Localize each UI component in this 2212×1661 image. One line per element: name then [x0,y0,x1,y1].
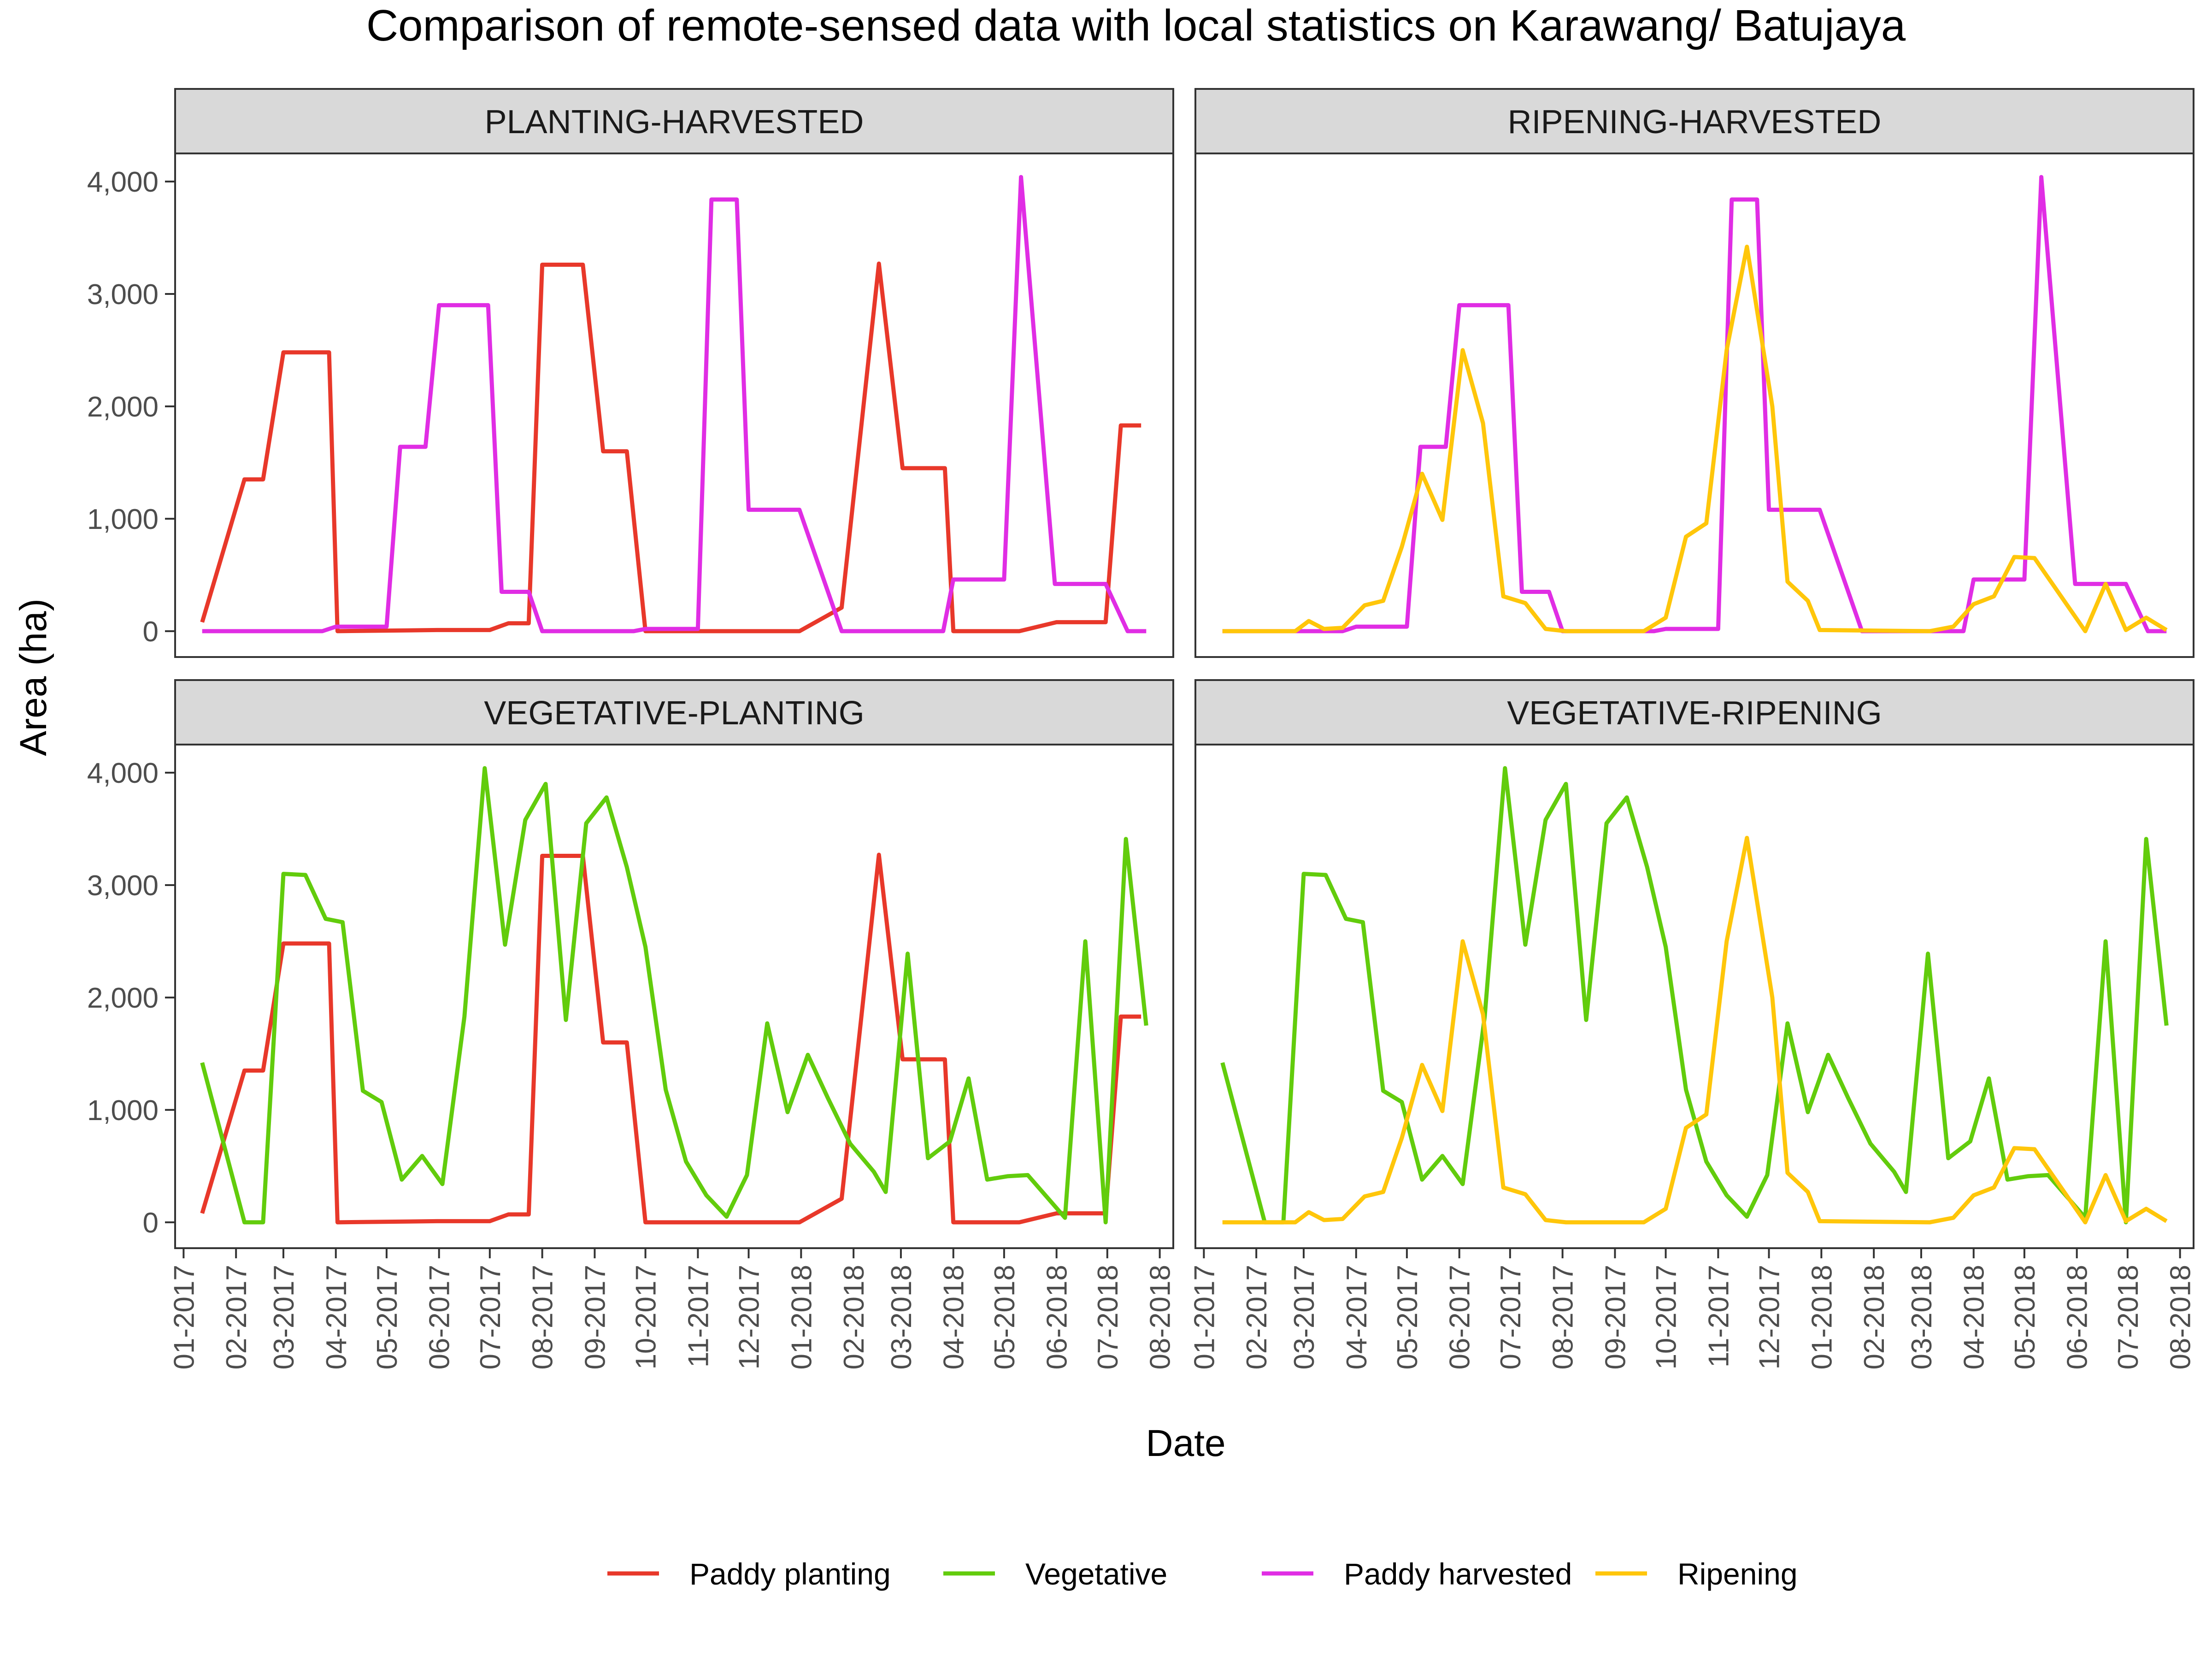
series-line-vegetative [200,766,1148,1225]
x-tick-label: 10-2017 [1651,1265,1683,1370]
x-tick-label: 08-2018 [1145,1265,1177,1370]
x-tick-label: 07-2017 [1495,1265,1527,1370]
x-tick-label: 02-2018 [1859,1265,1890,1370]
x-tick-label: 05-2018 [2009,1265,2041,1370]
panel-strip-label: VEGETATIVE-PLANTING [484,695,864,732]
x-tick-label: 02-2017 [1241,1265,1273,1370]
y-axis-label: Area (ha) [12,599,54,756]
y-tick-label: 2,000 [87,391,159,423]
x-tick-label: 11-2017 [682,1265,714,1368]
plot-area [1195,745,2194,1248]
series-line-ripening [1222,245,2168,634]
x-tick-label: 02-2017 [221,1265,253,1370]
x-tick-label: 05-2017 [371,1265,403,1370]
legend-item-vegetative: Vegetative [943,1557,1167,1591]
x-tick-label: 03-2017 [268,1265,300,1370]
x-tick-label: 03-2018 [886,1265,918,1370]
x-tick-label: 08-2018 [2165,1265,2197,1370]
series-line-vegetative [1220,766,2169,1225]
y-tick-label: 1,000 [87,1095,159,1127]
x-tick-label: 09-2017 [1600,1265,1632,1370]
plot-area [175,745,1173,1248]
x-tick-label: 11-2017 [1703,1265,1735,1368]
y-tick-label: 4,000 [87,166,159,198]
panel-border [1194,744,2194,1249]
y-tick-label: 1,000 [87,504,159,535]
x-tick-label: 06-2018 [2062,1265,2094,1370]
series-line-paddy-planting [200,261,1141,634]
x-tick-label: 12-2017 [734,1265,765,1370]
series-line-ripening [1222,836,2168,1225]
legend: Paddy planting Vegetative Paddy harvested R… [607,1557,1798,1591]
legend-item-paddy-planting: Paddy planting [607,1557,891,1591]
series-line-paddy-harvested [202,175,1147,634]
legend-label: Vegetative [1025,1557,1167,1591]
panel-strip [1194,88,2194,154]
x-axis-label: Date [1146,1422,1225,1464]
legend-label: Paddy harvested [1344,1557,1572,1591]
x-tick-label: 02-2018 [838,1265,870,1370]
x-tick-label: 06-2017 [424,1265,456,1370]
legend-label: Ripening [1677,1557,1798,1591]
y-tick-label: 2,000 [87,982,159,1014]
panel-planting-harvested: PLANTING-HARVESTED 0 1,000 2,000 3,000 4,000 [87,88,1174,658]
panel-strip-label: PLANTING-HARVESTED [485,104,864,141]
x-tick-label: 06-2017 [1444,1265,1476,1370]
x-tick-label: 04-2017 [1341,1265,1373,1370]
y-tick-label: 3,000 [87,279,159,311]
panel-strip [1194,679,2194,745]
chart-title: Comparison of remote-sensed data with lo… [366,1,1906,50]
y-tick-label: 4,000 [87,757,159,789]
x-tick-label: 07-2018 [2112,1265,2144,1370]
panel-strip-label: VEGETATIVE-RIPENING [1507,695,1882,732]
x-tick-label: 12-2017 [1754,1265,1786,1370]
x-tick-label: 04-2018 [938,1265,970,1370]
panel-border [174,153,1174,658]
legend-item-ripening: Ripening [1595,1557,1798,1591]
x-tick-label: 10-2017 [630,1265,662,1370]
panels: PLANTING-HARVESTED 0 1,000 2,000 3,000 4,000 R… [87,88,2197,1370]
x-tick-label: 03-2017 [1288,1265,1320,1370]
x-tick-label: 07-2017 [475,1265,506,1370]
x-tick-label: 09-2017 [580,1265,612,1370]
plot-area [1195,153,2194,657]
legend-item-paddy-harvested: Paddy harvested [1262,1557,1572,1591]
x-tick-label: 07-2018 [1092,1265,1124,1370]
panel-strip [174,88,1174,154]
x-tick-label: 04-2017 [321,1265,353,1370]
plot-area [175,153,1173,657]
x-tick-label: 08-2017 [1547,1265,1579,1370]
x-tick-label: 06-2018 [1041,1265,1073,1370]
x-tick-label: 01-2017 [168,1265,200,1370]
series-line-paddy-harvested [1222,175,2167,634]
y-tick-label: 3,000 [87,870,159,902]
panel-ripening-harvested: RIPENING-HARVESTED [1194,88,2194,658]
legend-label: Paddy planting [689,1557,891,1591]
series-line-paddy-planting [200,852,1141,1225]
panel-border [1194,153,2194,658]
panel-vegetative-ripening: VEGETATIVE-RIPENING 01-2017 02-2017 03-2017… [1188,679,2197,1370]
panel-vegetative-planting: VEGETATIVE-PLANTING 0 1,000 2,000 3,000 4,000… [87,679,1177,1370]
y-tick-label: 0 [143,616,159,648]
x-tick-label: 05-2017 [1392,1265,1424,1370]
x-tick-label: 08-2017 [527,1265,559,1370]
x-tick-label: 05-2018 [989,1265,1021,1370]
panel-strip-label: RIPENING-HARVESTED [1508,104,1882,141]
x-tick-label: 03-2018 [1906,1265,1938,1370]
x-tick-label: 04-2018 [1959,1265,1990,1370]
panel-border [174,744,1174,1249]
x-tick-label: 01-2017 [1188,1265,1220,1370]
x-tick-label: 01-2018 [1806,1265,1838,1370]
y-tick-label: 0 [143,1207,159,1239]
x-tick-label: 01-2018 [786,1265,818,1370]
